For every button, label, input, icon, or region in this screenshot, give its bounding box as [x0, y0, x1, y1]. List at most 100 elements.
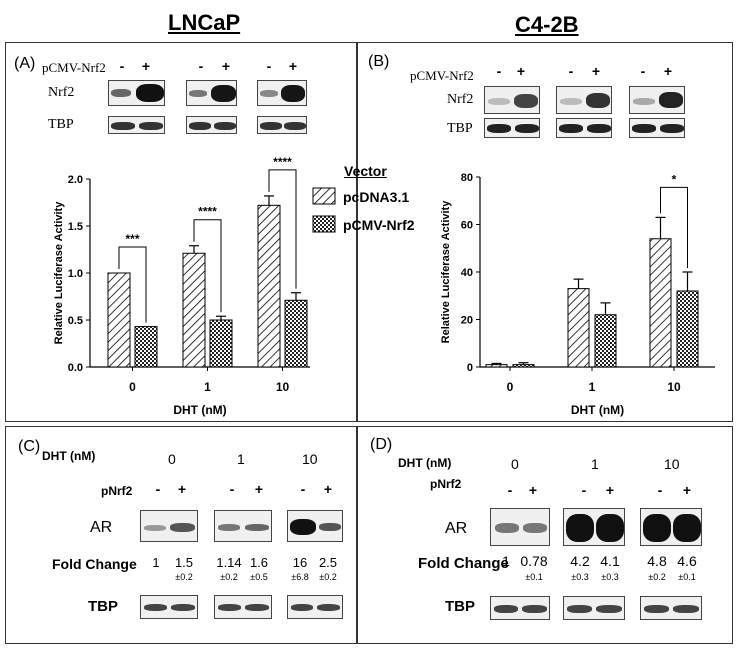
panel-c-label: (C) [18, 438, 41, 455]
blot-c-ar-3 [287, 510, 343, 542]
panel-d-fold: 4.1 [600, 553, 620, 569]
significance-bracket [268, 169, 297, 289]
panel-c-sign: + [254, 481, 264, 497]
panel-a-nrf2-label: Nrf2 [48, 85, 75, 100]
blot-a-tbp-1 [108, 116, 165, 134]
significance-label: *** [125, 232, 139, 246]
panel-c-fold-err: ±0.5 [250, 572, 268, 582]
panel-d-fold-err: ±0.1 [678, 572, 696, 582]
significance-label: * [672, 172, 677, 186]
blot-b-tbp-1 [484, 118, 540, 138]
bar-pcmv-nrf2 [676, 290, 699, 368]
blot-b-nrf2-3 [629, 86, 685, 114]
y-tick-label: 20 [461, 315, 473, 327]
bar-pcmv-nrf2 [284, 299, 308, 368]
panel-b-construct-label: pCMV-Nrf2 [410, 68, 474, 83]
panel-d-sign: + [682, 482, 692, 498]
significance-label: **** [273, 155, 292, 169]
bar-pcdna3-1 [649, 238, 672, 368]
panel-d-dht-10: 10 [664, 456, 680, 472]
panel-d-fold: 4.6 [677, 553, 697, 569]
x-axis-label: DHT (nM) [571, 403, 624, 417]
panel-c-dht-1: 1 [237, 451, 245, 467]
panel-a-sign: - [119, 58, 125, 74]
panel-b-sign: + [591, 63, 601, 79]
bar-pcmv-nrf2 [134, 326, 158, 368]
panel-c-dht-10: 10 [302, 451, 318, 467]
panel-b-frame [357, 42, 733, 422]
panel-c-fold-err: ±6.8 [291, 572, 309, 582]
panel-c-dht-0: 0 [168, 451, 176, 467]
panel-b-label: (B) [368, 53, 390, 70]
legend-item-pcdna: pcDNA3.1 [343, 189, 410, 205]
blot-d-ar-2 [563, 508, 625, 546]
blot-d-tbp-3 [640, 596, 702, 620]
panel-a-construct-label: pCMV-Nrf2 [42, 60, 106, 75]
panel-d-fold: 0.78 [520, 553, 548, 569]
y-axis-label: Relative Luciferase Activity [53, 201, 65, 345]
x-tick-label: 10 [667, 380, 681, 394]
panel-d-tbp-label: TBP [445, 598, 475, 615]
panel-c-fold-err: ±0.2 [175, 572, 193, 582]
blot-a-nrf2-2 [186, 80, 237, 106]
panel-c-fold: 1 [152, 555, 160, 570]
significance-bracket [660, 186, 688, 268]
panel-b-sign: - [496, 63, 502, 79]
legend-swatch-pcdna [312, 187, 336, 205]
bar-pcdna3-1 [485, 364, 508, 368]
blot-c-tbp-2 [214, 595, 272, 619]
panel-d-fold-err: ±0.3 [601, 572, 619, 582]
significance-bracket [193, 219, 222, 313]
y-tick-label: 1.0 [68, 268, 83, 280]
panel-c-fold-err: ±0.2 [220, 572, 238, 582]
panel-c-fold: 2.5 [318, 555, 338, 570]
x-tick-label: 0 [129, 380, 136, 394]
panel-a-sign: + [221, 58, 231, 74]
panel-c-ar-label: AR [90, 519, 113, 536]
significance-label: **** [198, 205, 217, 219]
panel-d-sign: - [507, 482, 513, 498]
panel-d-dht-1: 1 [591, 456, 599, 472]
panel-c-tbp-label: TBP [88, 598, 118, 615]
panel-c-frame [5, 426, 357, 644]
legend-item-pcmv: pCMV-Nrf2 [343, 217, 415, 233]
chart-b: 0 20 40 60 80 0 1 10 * DHT (nM) Relative Luciferas… [440, 172, 715, 417]
panel-c-pnrf2-label: pNrf2 [101, 484, 133, 498]
panel-c-fold-label: Fold Change [52, 556, 137, 572]
panel-b-nrf2-label: Nrf2 [447, 92, 474, 107]
legend-title: Vector [344, 163, 387, 179]
blot-a-nrf2-1 [108, 80, 165, 106]
panel-d-fold-err: ±0.1 [525, 572, 543, 582]
blot-d-tbp-2 [563, 596, 625, 620]
blot-b-tbp-3 [629, 118, 685, 138]
panel-a-tbp-label: TBP [48, 117, 74, 132]
blot-c-ar-1 [140, 510, 198, 542]
panel-d-sign: - [657, 482, 663, 498]
panel-c-fold: 1.14 [216, 555, 242, 570]
panel-d-fold-err: ±0.3 [571, 572, 589, 582]
bar-pcdna3-1 [107, 272, 131, 368]
panel-a-sign: + [141, 58, 151, 74]
panel-d-fold-label: Fold Change [418, 555, 509, 572]
blot-d-ar-3 [640, 508, 702, 546]
blot-c-ar-2 [214, 510, 272, 542]
blot-c-tbp-1 [140, 595, 198, 619]
blot-c-tbp-3 [287, 595, 343, 619]
panel-c-dht-label: DHT (nM) [42, 449, 96, 463]
panel-b-sign: + [516, 63, 526, 79]
blot-d-ar-1 [490, 508, 550, 546]
panel-d-fold: 4.8 [647, 553, 667, 569]
panel-d-sign: + [528, 482, 538, 498]
panel-b-tbp-label: TBP [447, 121, 473, 136]
panel-d-label: (D) [370, 436, 393, 453]
panel-b-sign: - [640, 63, 646, 79]
significance-bracket [118, 246, 147, 323]
panel-c-fold-err: ±0.2 [319, 572, 337, 582]
panel-d-frame [357, 426, 733, 644]
panel-c-sign: - [300, 481, 306, 497]
y-tick-label: 1.5 [68, 221, 83, 233]
panel-a-sign: - [266, 58, 272, 74]
x-tick-label: 1 [589, 380, 596, 394]
panel-c-fold: 1.6 [249, 555, 269, 570]
